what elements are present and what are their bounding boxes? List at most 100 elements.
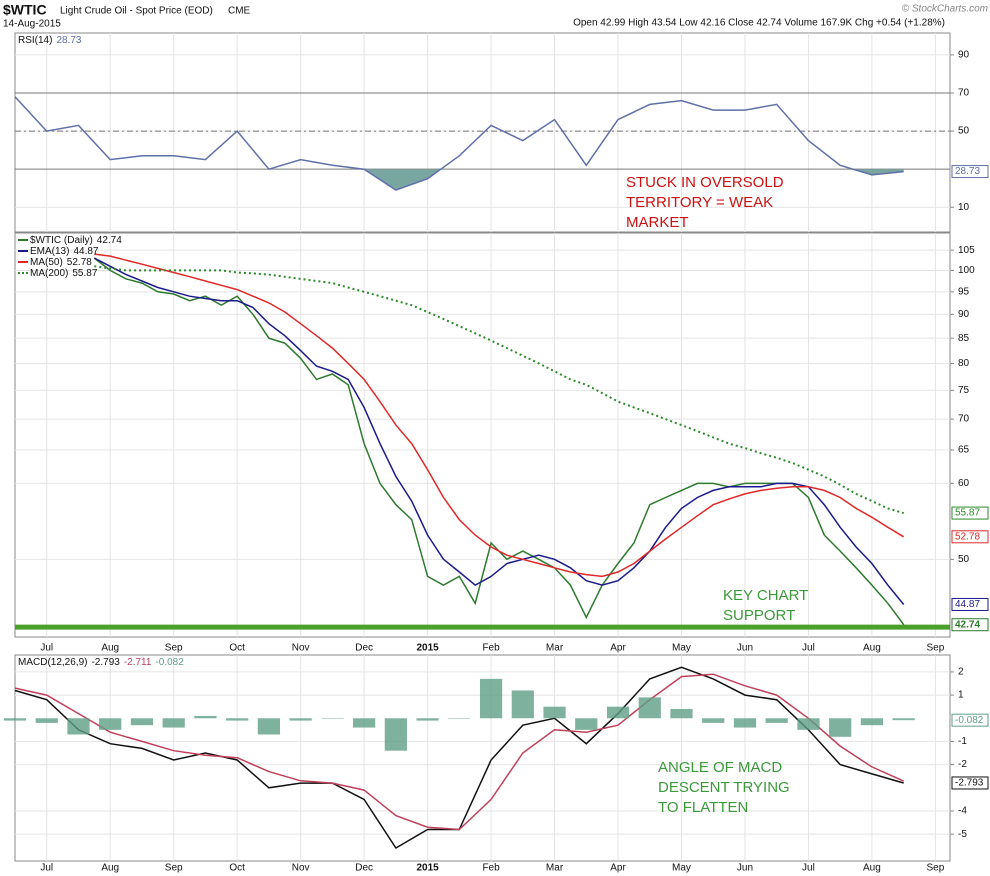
legend-value: 52.78 xyxy=(67,257,92,268)
histogram-bar xyxy=(479,678,503,719)
histogram-bar xyxy=(162,718,185,728)
y-tick-label: 1 xyxy=(958,690,964,701)
panel xyxy=(14,232,951,638)
value-badge xyxy=(951,776,989,790)
series-line xyxy=(93,257,905,605)
series-line xyxy=(14,673,905,831)
legend: MACD(12,26,9) -2.793 -2.711 -0.082 xyxy=(18,657,184,668)
y-tick-label: 70 xyxy=(958,414,970,425)
legend-label: MACD(12,26,9) xyxy=(18,657,87,668)
histogram-bar xyxy=(35,718,58,723)
exchange: CME xyxy=(228,6,251,17)
value-badge-text: 44.87 xyxy=(955,599,980,610)
value-badge-text: 28.73 xyxy=(955,166,980,177)
x-tick-label: Jul xyxy=(802,643,815,654)
x-tick-label: Sep xyxy=(165,643,183,654)
legend: MA(50) 52.78 xyxy=(30,257,92,268)
x-tick-label: Apr xyxy=(610,863,626,874)
y-tick-label: -4 xyxy=(958,806,967,817)
histogram-bar xyxy=(321,718,344,719)
histogram-bar xyxy=(257,718,281,735)
y-tick-label: 50 xyxy=(958,554,970,565)
x-tick-label: Nov xyxy=(292,863,310,874)
y-tick-label: 80 xyxy=(958,358,970,369)
histogram-bar xyxy=(670,708,693,719)
annotation: TERRITORY = WEAK xyxy=(626,194,773,211)
series-line xyxy=(94,265,904,515)
y-tick-label: 10 xyxy=(958,202,970,213)
legend-name: EMA(13) xyxy=(30,246,69,257)
legend-value: -0.082 xyxy=(155,657,184,668)
value-badge-text: 55.87 xyxy=(955,508,980,519)
histogram-bar xyxy=(448,718,471,719)
legend-value: -2.793 xyxy=(91,657,120,668)
y-tick-label: 90 xyxy=(958,50,970,61)
value-badge xyxy=(951,506,989,520)
legend-name: MA(200) xyxy=(30,268,68,279)
value-badge xyxy=(951,713,989,727)
x-tick-label: May xyxy=(672,863,691,874)
series-line xyxy=(14,96,904,191)
histogram-bar xyxy=(3,718,27,721)
x-tick-label: Aug xyxy=(101,863,119,874)
y-tick-label: 50 xyxy=(958,126,970,137)
x-tick-label: Nov xyxy=(292,643,310,654)
x-tick-label: May xyxy=(672,643,691,654)
y-tick-label: 105 xyxy=(958,245,975,256)
value-badge xyxy=(951,618,989,632)
quote: Open 42.99 High 43.54 Low 42.16 Close 42… xyxy=(573,18,945,29)
legend: MA(200) 55.87 xyxy=(30,268,98,279)
x-tick-label: Apr xyxy=(610,643,626,654)
x-tick-label: 2015 xyxy=(416,643,439,654)
x-tick-label: Oct xyxy=(229,863,245,874)
y-tick-label: 85 xyxy=(958,333,970,344)
histogram-bar xyxy=(733,718,757,728)
legend-value: 28.73 xyxy=(56,35,81,46)
x-tick-label: Jun xyxy=(737,643,753,654)
y-tick-label: -5 xyxy=(958,829,967,840)
legend: $WTIC (Daily) 42.74 xyxy=(30,235,122,246)
histogram-bar xyxy=(575,718,598,730)
legend-name: $WTIC (Daily) xyxy=(30,235,93,246)
histogram-bar xyxy=(892,718,915,721)
x-tick-label: Jun xyxy=(737,863,753,874)
histogram-bar xyxy=(99,718,122,730)
histogram-bar xyxy=(416,718,439,721)
annotation: KEY CHART xyxy=(723,587,808,604)
histogram-bar xyxy=(194,715,217,719)
histogram-bar xyxy=(130,718,154,726)
date: 14-Aug-2015 xyxy=(3,19,61,30)
legend-value: 55.87 xyxy=(72,268,97,279)
value-badge xyxy=(951,530,989,544)
annotation: SUPPORT xyxy=(723,607,795,624)
y-tick-label: -2 xyxy=(958,759,967,770)
symbol: $WTIC xyxy=(3,2,47,18)
histogram-bar xyxy=(511,690,534,719)
value-badge-text: -2.793 xyxy=(955,778,984,789)
value-badge xyxy=(951,165,989,179)
value-badge-text: 42.74 xyxy=(955,619,980,630)
histogram-bar xyxy=(606,706,630,719)
histogram-bar xyxy=(543,706,566,719)
annotation: ANGLE OF MACD xyxy=(658,759,782,776)
x-tick-label: Mar xyxy=(546,643,564,654)
x-tick-label: Feb xyxy=(482,863,500,874)
histogram-bar xyxy=(860,718,884,726)
y-tick-label: 100 xyxy=(958,265,975,276)
y-tick-label: -1 xyxy=(958,736,967,747)
source: © StockCharts.com xyxy=(902,4,988,15)
histogram-bar xyxy=(226,718,249,721)
x-tick-label: Jul xyxy=(802,863,815,874)
x-tick-label: Dec xyxy=(355,643,373,654)
value-badge-text: 52.78 xyxy=(955,531,980,542)
y-tick-label: 60 xyxy=(958,478,970,489)
instrument-name: Light Crude Oil - Spot Price (EOD) xyxy=(60,6,213,17)
annotation: STUCK IN OVERSOLD xyxy=(626,174,784,191)
legend-value: 42.74 xyxy=(97,235,122,246)
y-tick-label: 90 xyxy=(958,309,970,320)
histogram-bar xyxy=(67,718,90,735)
histogram-bar xyxy=(353,718,376,728)
histogram-bar xyxy=(797,718,820,730)
y-tick-label: 65 xyxy=(958,445,970,456)
histogram-bar xyxy=(829,718,852,737)
